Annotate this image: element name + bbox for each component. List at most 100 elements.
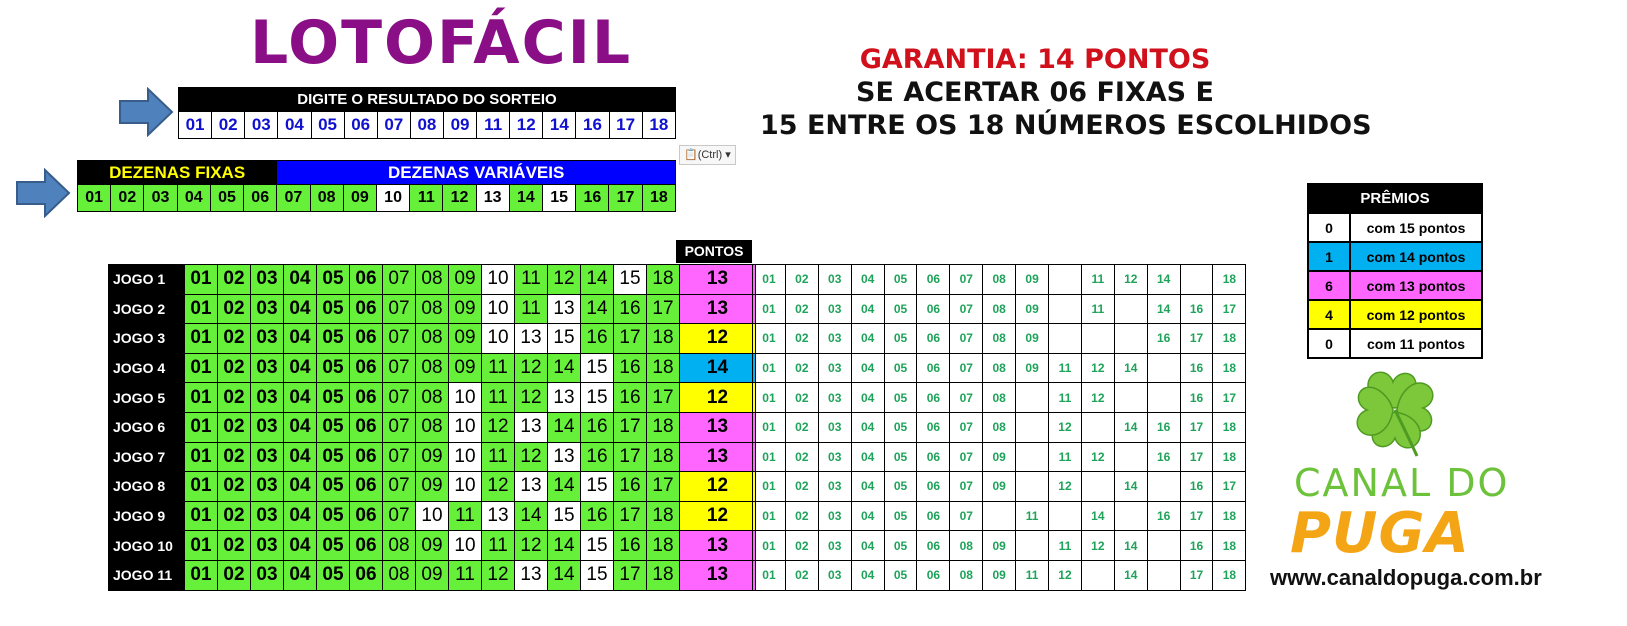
selection-number[interactable]: 10 — [375, 184, 411, 212]
result-number-input[interactable]: 04 — [277, 111, 312, 139]
hit-number: 03 — [817, 411, 852, 443]
result-number-input[interactable]: 16 — [575, 111, 610, 139]
hits-row: 01 02 03 04 05 06 08 09 11 12 14 17 18 — [752, 559, 1247, 591]
game-number: 04 — [283, 530, 317, 561]
hit-number: 14 — [1113, 471, 1148, 502]
selection-number[interactable]: 02 — [110, 184, 145, 212]
prizes-table: PRÊMIOS 0 com 15 pontos 1 com 14 pontos 6 com… — [1307, 183, 1483, 359]
hit-number: 01 — [752, 382, 786, 413]
hit-number — [1146, 530, 1181, 561]
hits-row: 01 02 03 04 05 06 07 08 11 12 16 17 — [752, 382, 1247, 413]
hit-number: 14 — [1146, 293, 1181, 325]
hit-number: 17 — [1212, 293, 1247, 325]
hit-number: 05 — [883, 264, 918, 295]
hit-number: 14 — [1113, 559, 1148, 591]
hit-number: 04 — [850, 352, 885, 384]
game-number: 10 — [481, 293, 515, 325]
result-number-input[interactable]: 02 — [211, 111, 246, 139]
guarantee-line-1: GARANTIA: 14 PONTOS — [859, 44, 1211, 75]
result-number-input[interactable]: 07 — [376, 111, 411, 139]
result-number-input[interactable]: 03 — [244, 111, 279, 139]
selection-number[interactable]: 08 — [309, 184, 344, 212]
game-number: 13 — [514, 323, 548, 354]
result-number-input[interactable]: 01 — [177, 111, 213, 139]
game-number: 10 — [481, 264, 515, 295]
selection-number[interactable]: 03 — [143, 184, 178, 212]
result-number-input[interactable]: 06 — [343, 111, 378, 139]
game-points: 12 — [679, 323, 756, 354]
game-number: 03 — [250, 530, 284, 561]
hit-number: 16 — [1179, 471, 1214, 502]
result-number-input[interactable]: 12 — [509, 111, 544, 139]
game-row: JOGO 7 01 02 03 04 05 06 07 09 10 11 12 13 16 17 18 13 — [108, 441, 756, 473]
result-number-input[interactable]: 18 — [641, 111, 677, 139]
hit-number: 05 — [883, 411, 918, 443]
hit-number: 17 — [1212, 382, 1247, 413]
hit-number: 05 — [883, 500, 918, 532]
hit-number: 03 — [817, 500, 852, 532]
selection-number[interactable]: 17 — [608, 184, 643, 212]
selection-number[interactable]: 15 — [542, 184, 577, 212]
hit-number: 09 — [982, 559, 1017, 591]
selection-number[interactable]: 11 — [409, 184, 444, 212]
game-number: 13 — [547, 293, 581, 325]
selection-number[interactable]: 12 — [442, 184, 477, 212]
game-number: 02 — [217, 323, 251, 354]
selection-number[interactable]: 06 — [243, 184, 278, 212]
selection-number[interactable]: 04 — [176, 184, 211, 212]
selection-number[interactable]: 01 — [76, 184, 112, 212]
game-number: 07 — [382, 471, 416, 502]
game-number: 12 — [514, 382, 548, 413]
hit-number: 11 — [1015, 559, 1050, 591]
result-number-input[interactable]: 14 — [542, 111, 577, 139]
game-number: 03 — [250, 352, 284, 384]
hits-row: 01 02 03 04 05 06 07 08 09 11 14 16 17 — [752, 293, 1247, 325]
game-label: JOGO 1 — [108, 264, 185, 295]
game-number: 13 — [481, 500, 515, 532]
paste-options-button[interactable]: 📋(Ctrl) ▾ — [679, 145, 736, 165]
selection-number[interactable]: 05 — [209, 184, 245, 212]
selection-number[interactable]: 13 — [475, 184, 510, 212]
result-number-input[interactable]: 17 — [608, 111, 643, 139]
game-number: 04 — [283, 411, 317, 443]
hit-number: 12 — [1048, 559, 1082, 591]
hit-number: 08 — [982, 382, 1017, 413]
game-number: 12 — [547, 264, 581, 295]
game-number: 14 — [514, 500, 548, 532]
selection-number[interactable]: 16 — [575, 184, 610, 212]
game-number: 06 — [349, 500, 383, 532]
hit-number — [1080, 323, 1115, 354]
selection-number[interactable]: 14 — [508, 184, 544, 212]
hit-number: 04 — [850, 441, 885, 473]
games-table: JOGO 1 01 02 03 04 05 06 07 08 09 10 11 12 14 15 18 13 JO… — [108, 264, 756, 591]
game-number: 10 — [448, 441, 482, 473]
prize-count: 0 — [1307, 328, 1351, 359]
game-number: 13 — [514, 471, 548, 502]
hit-number: 03 — [817, 471, 852, 502]
game-number: 16 — [580, 323, 614, 354]
result-number-input[interactable]: 11 — [476, 111, 511, 139]
selection-number[interactable]: 09 — [342, 184, 377, 212]
result-number-input[interactable]: 08 — [409, 111, 445, 139]
game-number: 07 — [382, 500, 416, 532]
game-number: 05 — [316, 293, 350, 325]
selection-number[interactable]: 18 — [641, 184, 677, 212]
hits-row: 01 02 03 04 05 06 07 09 11 12 16 17 18 — [752, 441, 1247, 473]
hit-number: 01 — [752, 471, 786, 502]
hit-number: 16 — [1179, 382, 1214, 413]
hit-number: 03 — [817, 323, 852, 354]
result-number-input[interactable]: 05 — [310, 111, 345, 139]
game-number: 01 — [184, 559, 218, 591]
hit-number: 06 — [916, 352, 951, 384]
hit-number: 12 — [1048, 411, 1082, 443]
result-number-input[interactable]: 09 — [442, 111, 478, 139]
selection-number[interactable]: 07 — [276, 184, 311, 212]
game-number: 08 — [382, 559, 416, 591]
page-title: LOTOFÁCIL — [250, 8, 633, 78]
hit-number: 09 — [1015, 293, 1050, 325]
game-number: 16 — [613, 293, 647, 325]
game-number: 08 — [415, 293, 449, 325]
game-number: 10 — [448, 411, 482, 443]
game-number: 06 — [349, 411, 383, 443]
guarantee-line-3: 15 ENTRE OS 18 NÚMEROS ESCOLHIDOS — [760, 110, 1372, 141]
